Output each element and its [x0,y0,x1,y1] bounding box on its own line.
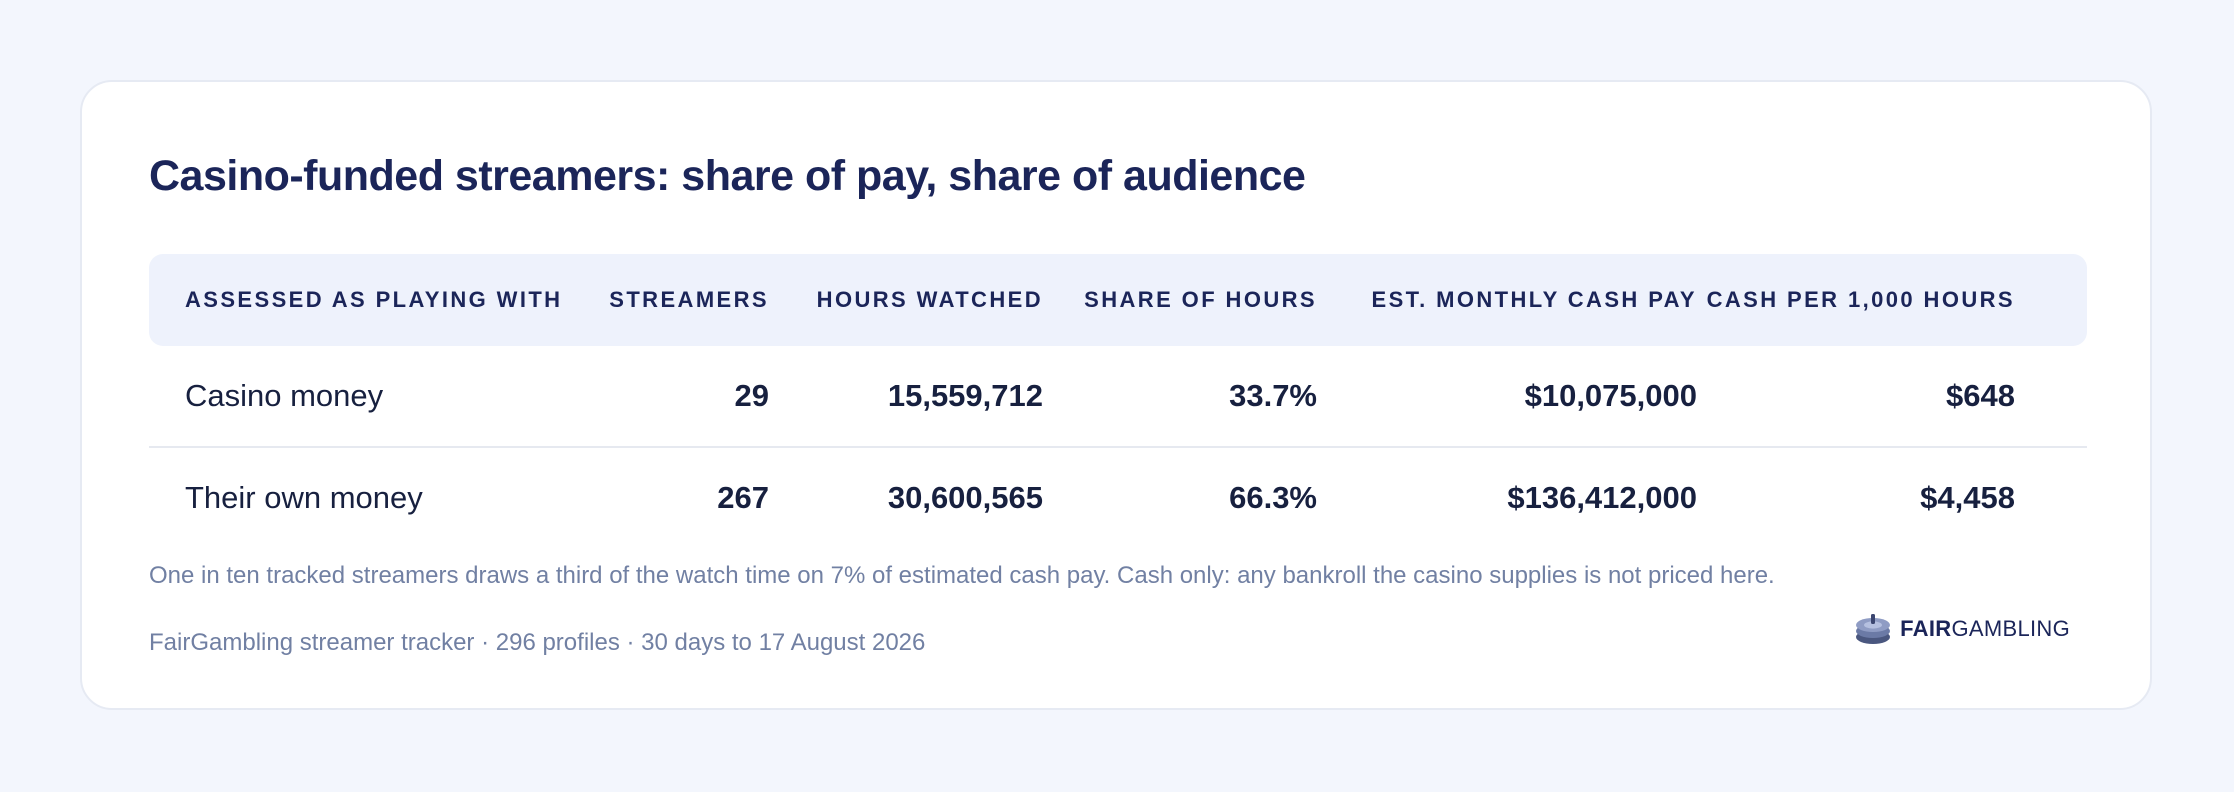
row-label: Casino money [185,378,384,413]
table-cell: 15,559,712 [887,378,1043,413]
table-cell: $648 [1946,378,2015,413]
table-cell: $136,412,000 [1507,480,1697,515]
data-table: Assessed as playing with Streamers Hours… [149,254,2087,548]
column-header: Est. monthly cash pay [1371,287,1697,312]
table-header-row: Assessed as playing with Streamers Hours… [149,254,2087,346]
table-card: Casino-funded streamers: share of pay, s… [80,80,2152,710]
table-cell: 267 [717,480,769,515]
chart-title: Casino-funded streamers: share of pay, s… [149,152,1306,200]
column-header: Cash per 1,000 hours [1706,287,2015,312]
table-cell: 66.3% [1229,480,1317,515]
column-header: Share of hours [1084,287,1317,312]
row-label: Their own money [185,480,423,515]
column-header: Assessed as playing with [185,287,563,312]
source-line: FairGambling streamer tracker · 296 prof… [149,629,926,656]
brand-logo: FAIRGAMBLING [1854,612,2070,646]
column-header: Hours watched [816,287,1043,312]
table-row: Casino money 29 15,559,712 33.7% $10,075… [149,346,2087,446]
table-note: One in ten tracked streamers draws a thi… [149,562,1775,589]
table-row: Their own money 267 30,600,565 66.3% $13… [149,446,2087,548]
table-cell: $4,458 [1920,480,2015,515]
logo-wordmark: FAIRGAMBLING [1900,616,2070,641]
poker-chip-stack-icon [1856,614,1891,644]
table-cell: 33.7% [1229,378,1317,413]
table-cell: 30,600,565 [887,480,1043,515]
table-cell: 29 [734,378,769,413]
column-header: Streamers [609,287,769,312]
table-cell: $10,075,000 [1524,378,1697,413]
